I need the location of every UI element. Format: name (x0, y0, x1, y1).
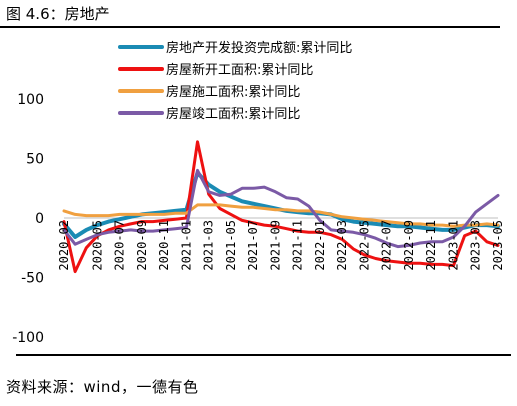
x-tick-label: 2020-07 (113, 220, 127, 271)
x-tick-label: 2021-11 (291, 220, 305, 271)
footer-divider (16, 354, 511, 356)
x-tick-label: 2022-07 (380, 220, 394, 271)
y-tick-label: 50 (26, 152, 44, 168)
legend-label: 房屋施工面积:累计同比 (166, 84, 300, 100)
line-chart: 房地产开发投资完成额:累计同比房屋新开工面积:累计同比房屋施工面积:累计同比房屋… (12, 40, 505, 346)
y-tick-label: 100 (17, 92, 44, 108)
x-tick-label: 2021-01 (179, 220, 193, 271)
series-line-4 (62, 168, 500, 249)
y-axis: -100 -50 0 50 100 (12, 92, 44, 346)
legend: 房地产开发投资完成额:累计同比房屋新开工面积:累计同比房屋施工面积:累计同比房屋… (118, 40, 352, 122)
x-tick-label: 2020-02 (57, 220, 71, 271)
x-tick-label: 2020-05 (90, 220, 104, 271)
x-tick-label: 2023-03 (469, 220, 483, 271)
series-line-2 (62, 140, 500, 274)
figure-title: 图 4.6：房地产 (6, 5, 110, 23)
x-tick-label: 2022-01 (313, 220, 327, 271)
x-tick-label: 2022-09 (402, 220, 416, 271)
x-tick-label: 2023-05 (491, 220, 505, 271)
x-tick-label: 2020-11 (157, 220, 171, 271)
legend-label: 房屋竣工面积:累计同比 (166, 106, 300, 122)
x-tick-label: 2022-11 (424, 220, 438, 271)
series-line-3 (62, 203, 500, 228)
title-divider (0, 26, 500, 28)
legend-label: 房屋新开工面积:累计同比 (166, 62, 313, 78)
x-tick-label: 2022-03 (335, 220, 349, 271)
x-tick-label: 2022-05 (357, 220, 371, 271)
y-tick-label: -50 (21, 271, 44, 287)
source-note: 资料来源：wind，一德有色 (6, 378, 199, 396)
x-tick-label: 2021-03 (202, 220, 216, 271)
y-tick-label: -100 (12, 330, 44, 346)
x-tick-labels: 2020-02 2020-05 2020-07 2020-09 2020-11 2021-… (57, 220, 505, 271)
x-tick-label: 2023-01 (446, 220, 460, 271)
x-tick-label: 2020-09 (135, 220, 149, 271)
y-tick-label: 0 (35, 211, 44, 227)
x-tick-label: 2021-07 (246, 220, 260, 271)
legend-label: 房地产开发投资完成额:累计同比 (166, 40, 352, 56)
x-tick-label: 2021-09 (268, 220, 282, 271)
x-tick-label: 2021-05 (224, 220, 238, 271)
series-lines (62, 140, 500, 274)
